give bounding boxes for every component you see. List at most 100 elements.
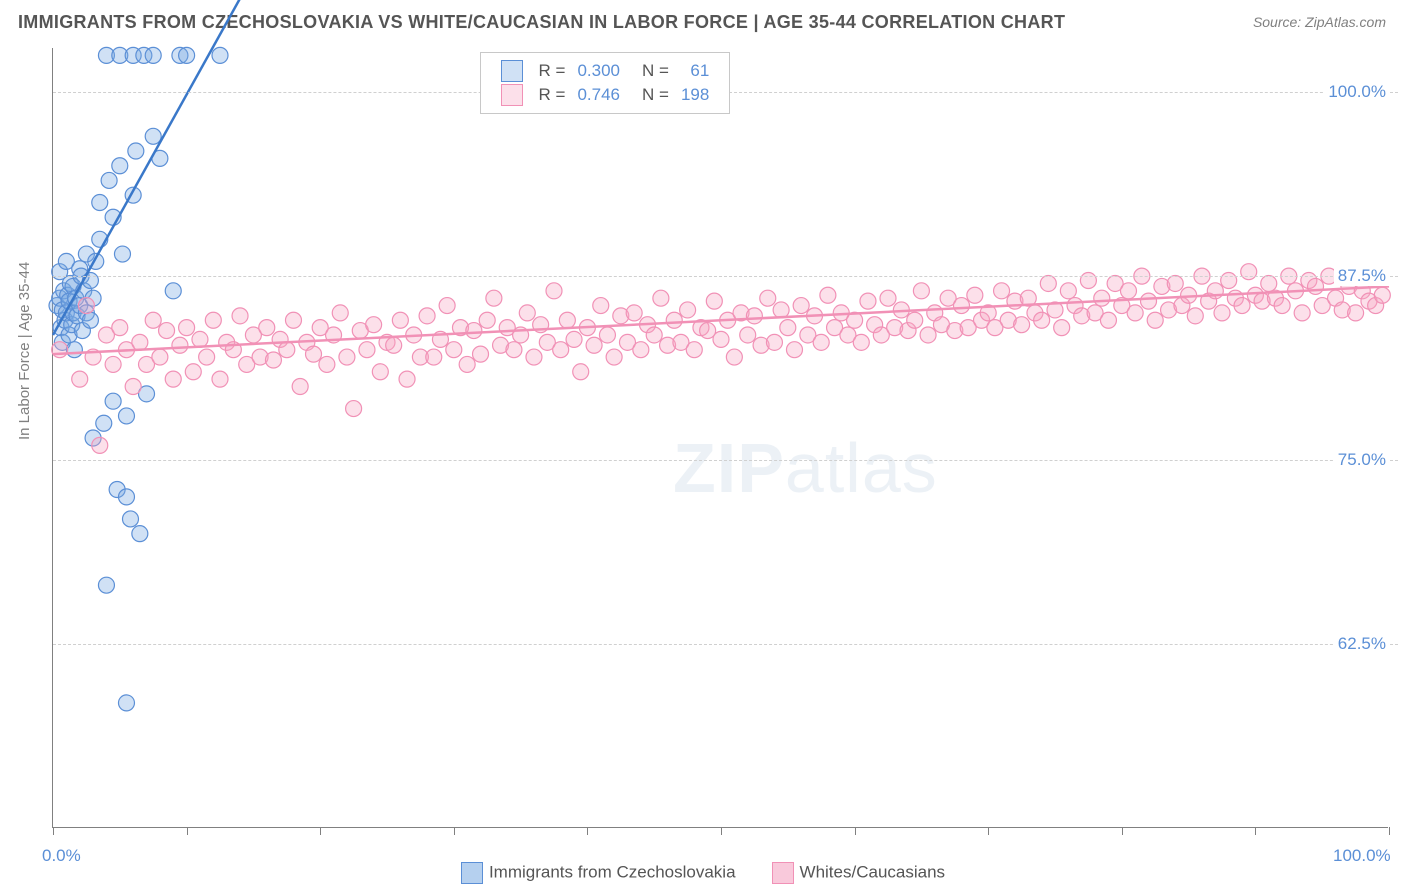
data-point: [232, 308, 248, 324]
stats-legend: R =0.300N =61R =0.746N =198: [480, 52, 731, 114]
data-point: [626, 305, 642, 321]
data-point: [526, 349, 542, 365]
data-point: [205, 312, 221, 328]
grid-line: [53, 276, 1398, 277]
data-point: [92, 437, 108, 453]
data-point: [82, 273, 98, 289]
data-point: [913, 283, 929, 299]
legend-item: Whites/Caucasians: [772, 862, 946, 884]
data-point: [1094, 290, 1110, 306]
data-point: [907, 312, 923, 328]
data-point: [706, 293, 722, 309]
data-point: [713, 331, 729, 347]
data-point: [466, 323, 482, 339]
data-point: [212, 47, 228, 63]
x-tick: [1255, 827, 1256, 835]
data-point: [319, 356, 335, 372]
data-point: [1294, 305, 1310, 321]
data-point: [1040, 275, 1056, 291]
data-point: [132, 526, 148, 542]
data-point: [72, 371, 88, 387]
data-point: [486, 290, 502, 306]
data-point: [593, 298, 609, 314]
data-point: [1234, 298, 1250, 314]
data-point: [372, 364, 388, 380]
data-point: [766, 334, 782, 350]
grid-line: [53, 644, 1398, 645]
data-point: [479, 312, 495, 328]
data-point: [746, 308, 762, 324]
data-point: [114, 246, 130, 262]
data-point: [165, 283, 181, 299]
data-point: [793, 298, 809, 314]
data-point: [566, 331, 582, 347]
data-point: [780, 320, 796, 336]
data-point: [439, 298, 455, 314]
y-tick-label: 87.5%: [1334, 266, 1390, 286]
data-point: [573, 364, 589, 380]
data-point: [419, 308, 435, 324]
data-point: [559, 312, 575, 328]
data-point: [122, 511, 138, 527]
data-point: [128, 143, 144, 159]
y-axis-label: In Labor Force | Age 35-44: [16, 262, 33, 440]
data-point: [339, 349, 355, 365]
data-point: [1187, 308, 1203, 324]
data-point: [680, 302, 696, 318]
data-point: [66, 342, 82, 358]
data-point: [1147, 312, 1163, 328]
data-point: [1374, 287, 1390, 303]
data-point: [265, 352, 281, 368]
x-tick: [988, 827, 989, 835]
data-point: [399, 371, 415, 387]
data-point: [686, 342, 702, 358]
bottom-legend: Immigrants from Czechoslovakia Whites/Cau…: [0, 862, 1406, 884]
data-point: [1127, 305, 1143, 321]
data-point: [446, 342, 462, 358]
data-point: [506, 342, 522, 358]
chart-container: IMMIGRANTS FROM CZECHOSLOVAKIA VS WHITE/…: [0, 0, 1406, 892]
data-point: [740, 327, 756, 343]
data-point: [994, 283, 1010, 299]
data-point: [112, 158, 128, 174]
data-point: [152, 349, 168, 365]
data-point: [773, 302, 789, 318]
data-point: [145, 312, 161, 328]
data-point: [606, 349, 622, 365]
data-point: [1141, 293, 1157, 309]
data-point: [1221, 273, 1237, 289]
data-point: [199, 349, 215, 365]
data-point: [726, 349, 742, 365]
x-tick: [187, 827, 188, 835]
data-point: [519, 305, 535, 321]
data-point: [118, 695, 134, 711]
data-point: [1274, 298, 1290, 314]
data-point: [346, 401, 362, 417]
data-point: [666, 312, 682, 328]
data-point: [172, 337, 188, 353]
data-point: [259, 320, 275, 336]
data-point: [1034, 312, 1050, 328]
data-point: [633, 342, 649, 358]
data-point: [105, 356, 121, 372]
data-point: [1348, 305, 1364, 321]
x-tick: [1389, 827, 1390, 835]
data-point: [546, 283, 562, 299]
data-point: [853, 334, 869, 350]
data-point: [118, 489, 134, 505]
data-point: [459, 356, 475, 372]
data-point: [553, 342, 569, 358]
plot-area: ZIPatlas 62.5%75.0%87.5%100.0%: [52, 48, 1388, 828]
y-tick-label: 75.0%: [1334, 450, 1390, 470]
data-point: [1241, 264, 1257, 280]
x-tick: [1122, 827, 1123, 835]
x-tick-label: 0.0%: [42, 846, 81, 866]
data-point: [586, 337, 602, 353]
legend-item: Immigrants from Czechoslovakia: [461, 862, 736, 884]
data-point: [386, 337, 402, 353]
data-point: [96, 415, 112, 431]
data-point: [1100, 312, 1116, 328]
data-point: [101, 172, 117, 188]
data-point: [82, 312, 98, 328]
x-tick-label: 100.0%: [1333, 846, 1391, 866]
